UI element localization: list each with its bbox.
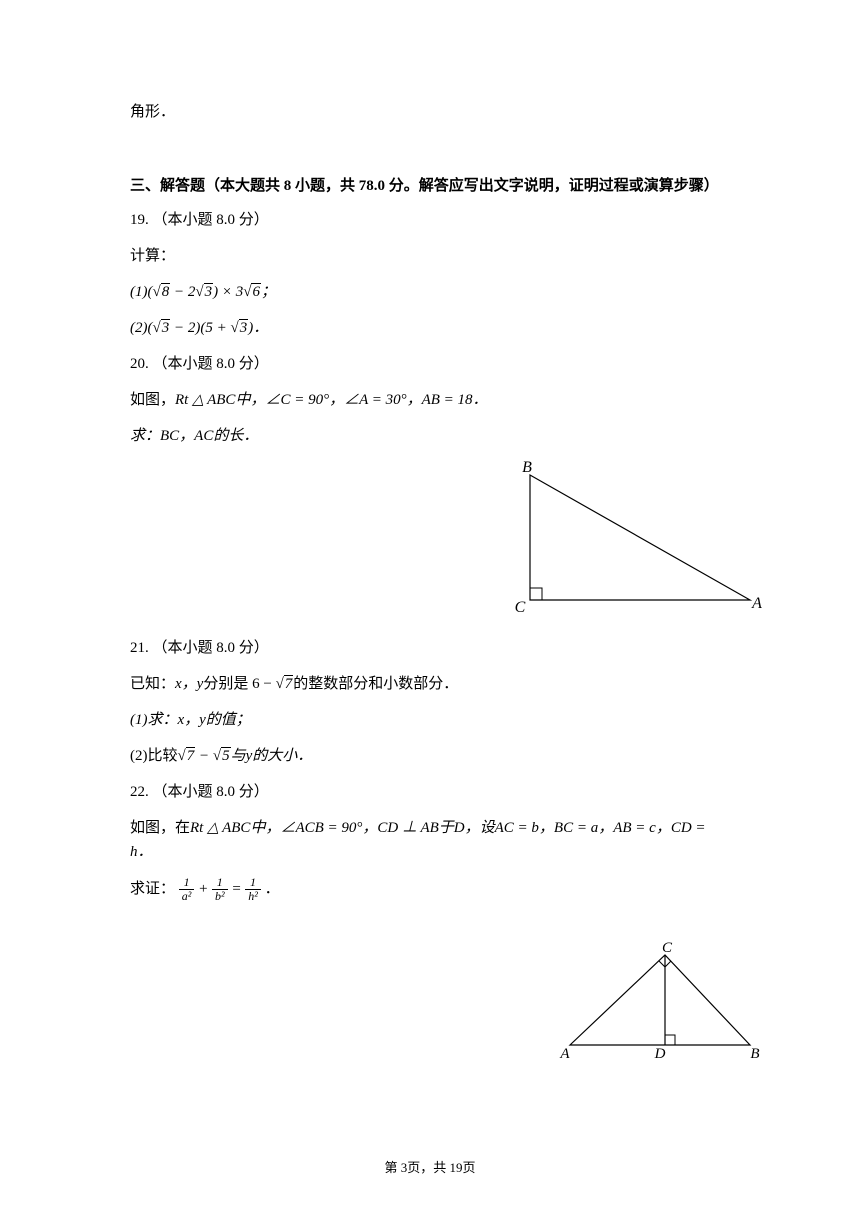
- q20-ask-text: 求：BC，AC的长．: [130, 428, 258, 444]
- frac3-num: 1: [245, 876, 261, 890]
- q19-p1-mid2: ) × 3: [213, 284, 243, 300]
- eq: =: [231, 881, 245, 897]
- section-3-text: 三、解答题（本大题共 8 小题，共 78.0 分。解答应写出文字说明，证明过程或…: [130, 178, 719, 194]
- label-b2: B: [750, 1046, 759, 1060]
- label-a2: A: [559, 1046, 570, 1060]
- q20-prompt-a: 如图，: [130, 392, 175, 408]
- sqrt-3a: 3: [195, 280, 213, 304]
- q19-points: （本小题 8.0 分）: [153, 212, 269, 228]
- rad-3a: 3: [204, 283, 214, 300]
- q22-prompt-b: Rt △ ABC: [190, 820, 250, 836]
- triangle-acb: [570, 955, 750, 1045]
- q21-header: 21. （本小题 8.0 分）: [130, 636, 730, 660]
- q21-prompt-d: 的整数部分和小数部分．: [293, 676, 458, 692]
- q21-part1: (1)求：x，y的值；: [130, 708, 730, 732]
- q21-part2: (2)比较 7 − 5与y的大小．: [130, 744, 730, 768]
- q20-points: （本小题 8.0 分）: [153, 356, 269, 372]
- q22-end: ．: [265, 881, 280, 897]
- frac-1-b2: 1 b²: [212, 876, 228, 903]
- sqrt-5: 5: [213, 744, 231, 768]
- triangle-bca: [530, 475, 750, 600]
- section-3-heading: 三、解答题（本大题共 8 小题，共 78.0 分。解答应写出文字说明，证明过程或…: [130, 174, 730, 198]
- label-c2: C: [662, 940, 673, 956]
- right-angle-d: [665, 1035, 675, 1045]
- rad-5: 5: [221, 747, 231, 764]
- frac-1-h2: 1 h²: [245, 876, 261, 903]
- q19-p1-mid1: − 2: [170, 284, 195, 300]
- frac3-den: h²: [245, 890, 261, 903]
- q22-prompt-a: 如图，在: [130, 820, 190, 836]
- sqrt-8: 8: [153, 280, 171, 304]
- rad-7a: 7: [284, 675, 294, 692]
- fragment-text: 角形．: [130, 104, 175, 120]
- q21-number: 21.: [130, 640, 149, 656]
- q21-p2-b: 与y的大小．: [231, 748, 313, 764]
- footer-suffix: 页: [463, 1160, 476, 1175]
- plus1: +: [198, 881, 212, 897]
- q19-p2-end: )．: [248, 320, 268, 336]
- sqrt-7a: 7: [276, 672, 294, 696]
- q19-p2-mid1: − 2)(5 +: [170, 320, 230, 336]
- frac-1-a2: 1 a²: [179, 876, 195, 903]
- prev-page-fragment: 角形．: [130, 100, 730, 124]
- q21-points: （本小题 8.0 分）: [153, 640, 269, 656]
- rad-6: 6: [251, 283, 261, 300]
- footer-prefix: 第: [384, 1160, 400, 1175]
- page-footer: 第 3页，共 19页: [0, 1157, 860, 1176]
- q19-number: 19.: [130, 212, 149, 228]
- q22-number: 22.: [130, 784, 149, 800]
- q20-prompt: 如图，Rt △ ABC中，∠C = 90°，∠A = 30°，AB = 18．: [130, 388, 730, 412]
- frac1-num: 1: [179, 876, 195, 890]
- footer-mid: 页，共: [407, 1160, 449, 1175]
- frac1-den: a²: [179, 890, 195, 903]
- rad-3c: 3: [239, 319, 249, 336]
- q20-prompt-b: Rt △ ABC: [175, 392, 235, 408]
- frac2-num: 1: [212, 876, 228, 890]
- rad-3b: 3: [161, 319, 171, 336]
- q20-prompt-c: 中，∠C = 90°，∠A = 30°，AB = 18．: [235, 392, 487, 408]
- q19-p1-end: ；: [261, 284, 276, 300]
- sqrt-3c: 3: [230, 316, 248, 340]
- rad-8: 8: [161, 283, 171, 300]
- q19-p2-prefix: (2)(: [130, 320, 153, 336]
- q20-number: 20.: [130, 356, 149, 372]
- q22-prompt: 如图，在Rt △ ABC中，∠ACB = 90°，CD ⊥ AB于D，设AC =…: [130, 816, 730, 864]
- label-d2: D: [654, 1046, 666, 1060]
- q21-prompt-b: x，y: [175, 676, 203, 692]
- q19-part2: (2)(3 − 2)(5 + 3)．: [130, 316, 730, 340]
- q21-prompt: 已知：x，y分别是 6 − 7的整数部分和小数部分．: [130, 672, 730, 696]
- q19-header: 19. （本小题 8.0 分）: [130, 208, 730, 232]
- q20-header: 20. （本小题 8.0 分）: [130, 352, 730, 376]
- q20-ask: 求：BC，AC的长．: [130, 424, 730, 448]
- q21-prompt-c: 分别是 6 −: [203, 676, 275, 692]
- label-b: B: [522, 460, 532, 476]
- q21-prompt-a: 已知：: [130, 676, 175, 692]
- q19-part1: (1)( 8 − 2 3) × 3 6；: [130, 280, 730, 304]
- q22-points: （本小题 8.0 分）: [153, 784, 269, 800]
- frac2-den: b²: [212, 890, 228, 903]
- q19-prompt: 计算：: [130, 244, 730, 268]
- q22-triangle-figure: A B C D: [555, 940, 765, 1060]
- footer-total: 19: [450, 1160, 463, 1175]
- label-c: C: [515, 599, 526, 616]
- label-a: A: [751, 595, 762, 612]
- q20-triangle-figure: B C A: [495, 460, 765, 620]
- sqrt-3b: 3: [153, 316, 171, 340]
- q21-part1-text: (1)求：x，y的值；: [130, 712, 251, 728]
- q21-p2-a: (2)比较: [130, 748, 178, 764]
- q21-p2-mid: −: [195, 748, 213, 764]
- right-angle-marker: [530, 588, 542, 600]
- q22-prove: 求证： 1 a² + 1 b² = 1 h² ．: [130, 876, 730, 903]
- sqrt-7b: 7: [178, 744, 196, 768]
- q22-prove-a: 求证：: [130, 881, 175, 897]
- q19-p1-prefix: (1)(: [130, 284, 153, 300]
- q19-prompt-text: 计算：: [130, 248, 175, 264]
- sqrt-6: 6: [243, 280, 261, 304]
- q22-header: 22. （本小题 8.0 分）: [130, 780, 730, 804]
- rad-7b: 7: [186, 747, 196, 764]
